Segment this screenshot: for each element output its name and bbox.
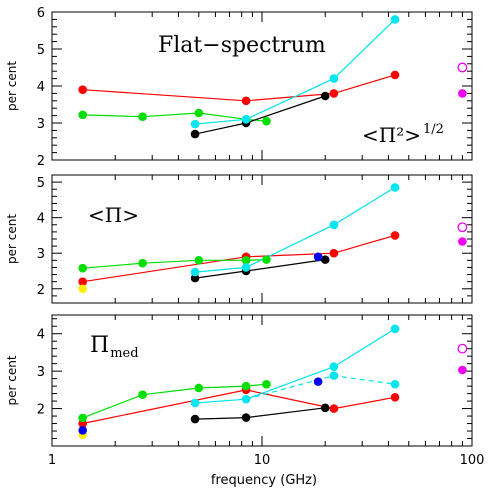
data-point [138, 258, 147, 268]
data-point [390, 324, 400, 334]
data-point [390, 183, 400, 192]
y-tick-label: 3 [37, 365, 45, 380]
data-point [78, 277, 87, 286]
y-tick-label: 4 [37, 80, 45, 95]
data-point [78, 284, 87, 294]
plot-frame [51, 174, 473, 304]
series-line [195, 259, 326, 279]
data-point [329, 220, 339, 230]
data-point [458, 237, 467, 246]
data-point [390, 70, 400, 80]
y-tick-label: 2 [37, 403, 45, 418]
series-line [82, 259, 267, 269]
x-tick-label: 10 [254, 453, 271, 468]
data-point [190, 129, 200, 139]
panel-annotation: Πmed [90, 333, 139, 361]
data-point [329, 74, 339, 83]
data-point [390, 15, 400, 24]
x-tick-label: 100 [460, 453, 485, 468]
data-point [262, 379, 271, 389]
data-point [190, 267, 200, 277]
series-line [82, 74, 396, 102]
data-point [458, 89, 467, 98]
y-tick-label: 4 [37, 212, 45, 227]
plot-frame [51, 314, 473, 447]
data-point [190, 119, 200, 129]
y-tick-label: 4 [37, 328, 45, 343]
data-point [329, 248, 339, 258]
y-tick-label: 5 [37, 43, 45, 58]
data-point [78, 110, 87, 120]
data-point [390, 393, 400, 402]
panel-1: 2 3 4 5 6 per cent Flat−spectrum <Π²> 1/2 [5, 6, 473, 169]
y-tick-label: 5 [37, 176, 45, 191]
y-tick-label: 2 [37, 283, 45, 298]
data-point [262, 255, 271, 264]
y-axis-label: per cent [5, 61, 19, 111]
data-point [78, 425, 87, 435]
annotation-sub: med [110, 346, 138, 361]
y-tick-label: 2 [37, 154, 45, 169]
data-point [190, 398, 200, 408]
series-line [195, 407, 326, 420]
data-point [241, 394, 251, 404]
data-point-open [457, 62, 468, 73]
data-point [138, 112, 147, 122]
panel-annotation: <Π> [88, 203, 139, 227]
data-point [390, 231, 400, 240]
data-point [320, 403, 330, 413]
data-point [313, 377, 323, 386]
data-point [190, 414, 200, 424]
data-point [320, 255, 330, 264]
y-tick-label: 3 [37, 117, 45, 132]
panel-3: 2 3 4 per cent 1 10 100 frequency (GHz) Πmed [5, 314, 485, 488]
data-point [329, 371, 339, 380]
data-point [241, 413, 251, 422]
series-line [195, 18, 396, 125]
data-point [262, 116, 271, 126]
data-point-open [457, 343, 468, 354]
data-point [194, 108, 204, 118]
data-point [241, 115, 251, 124]
data-point [194, 256, 204, 265]
data-point [138, 390, 147, 400]
data-point [78, 263, 87, 273]
data-point [458, 365, 467, 375]
annotation-sup: 1/2 [423, 122, 444, 137]
x-tick-label: 1 [48, 453, 56, 468]
data-point-open [457, 222, 468, 233]
y-tick-label: 6 [37, 6, 45, 21]
series-line [82, 234, 396, 283]
data-point [329, 362, 339, 371]
data-point [241, 263, 251, 272]
data-point [390, 379, 400, 389]
panel-annotation: <Π²> 1/2 [362, 122, 444, 147]
data-point [241, 256, 251, 265]
data-point [78, 85, 87, 94]
data-point [329, 404, 339, 413]
chart-title: Flat−spectrum [158, 33, 326, 58]
series-line [82, 389, 396, 425]
data-point [78, 413, 87, 423]
data-point [194, 383, 204, 393]
series-line [195, 328, 396, 404]
data-point [329, 89, 339, 98]
data-point [190, 273, 200, 283]
data-point [320, 91, 330, 101]
x-axis-label: frequency (GHz) [211, 473, 317, 488]
data-point [313, 252, 323, 262]
series-line [82, 383, 267, 419]
series-line [195, 186, 396, 273]
y-axis-label: per cent [5, 355, 19, 405]
y-axis-label: per cent [5, 214, 19, 264]
data-point [241, 96, 251, 106]
panel-2: 2 3 4 5 per cent <Π> [5, 174, 473, 304]
y-tick-label: 3 [37, 247, 45, 262]
data-point [241, 381, 251, 391]
